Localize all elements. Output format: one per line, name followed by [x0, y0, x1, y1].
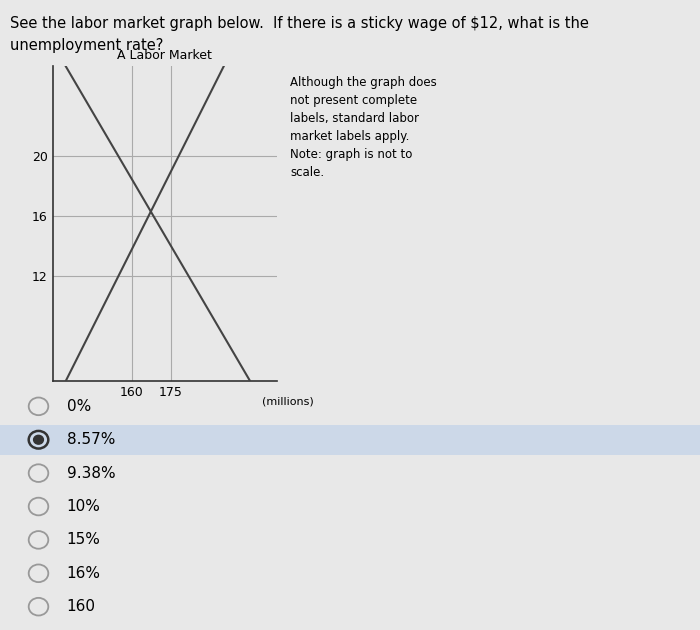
Text: 15%: 15% [66, 532, 100, 547]
Text: 0%: 0% [66, 399, 91, 414]
Text: Although the graph does
not present complete
labels, standard labor
market label: Although the graph does not present comp… [290, 76, 438, 178]
Text: 8.57%: 8.57% [66, 432, 115, 447]
Text: 160: 160 [66, 599, 95, 614]
Title: A Labor Market: A Labor Market [117, 49, 212, 62]
Text: See the labor market graph below.  If there is a sticky wage of $12, what is the: See the labor market graph below. If the… [10, 16, 589, 31]
Text: 9.38%: 9.38% [66, 466, 115, 481]
Text: 10%: 10% [66, 499, 100, 514]
Text: 16%: 16% [66, 566, 101, 581]
X-axis label: (millions): (millions) [262, 397, 314, 407]
Text: unemployment rate?: unemployment rate? [10, 38, 164, 53]
